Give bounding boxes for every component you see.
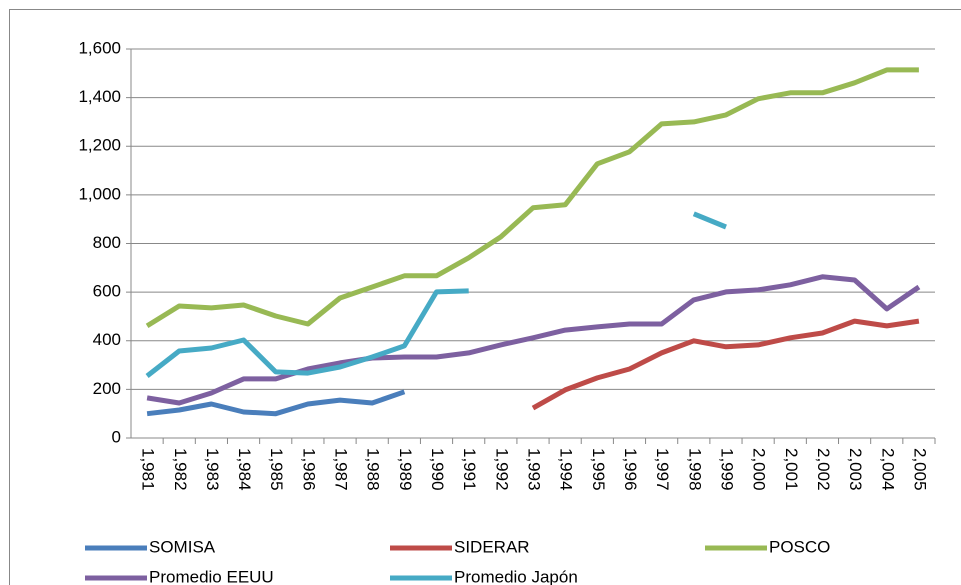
y-tick-label: 1,200 [78, 136, 121, 155]
x-tick-label: 1,988 [364, 448, 383, 491]
legend-label: Promedio Japón [454, 567, 578, 585]
x-tick-label: 2,001 [782, 448, 801, 491]
x-tick-label: 1,981 [139, 448, 158, 491]
series-line [146, 274, 921, 406]
x-tick-label: 2,004 [878, 448, 897, 491]
x-tick-label: 1,984 [235, 448, 254, 491]
y-tick-label: 1,600 [78, 38, 121, 57]
series-line [145, 211, 727, 378]
y-tick-label: 200 [93, 379, 121, 398]
x-tick-label: 1,989 [396, 448, 415, 491]
series-line [146, 389, 406, 417]
x-tick-label: 1,990 [428, 448, 447, 491]
x-tick-label: 1,999 [717, 448, 736, 491]
x-tick-label: 2,003 [846, 448, 865, 491]
series-line [531, 318, 920, 411]
y-tick-label: 600 [93, 282, 121, 301]
x-tick-label: 2,000 [750, 448, 769, 491]
legend-label: SIDERAR [454, 537, 530, 556]
x-tick-label: 1,997 [653, 448, 672, 491]
x-tick-label: 1,991 [460, 448, 479, 491]
chart-border [9, 9, 961, 585]
x-tick-label: 1,987 [332, 448, 351, 491]
y-tick-label: 1,000 [78, 184, 121, 203]
y-tick-label: 0 [112, 427, 121, 446]
series-line [145, 67, 919, 329]
x-tick-label: 1,998 [685, 448, 704, 491]
legend-label: Promedio EEUU [149, 567, 274, 585]
y-tick-label: 800 [93, 233, 121, 252]
x-tick-label: 1,986 [299, 448, 318, 491]
x-tick-label: 2,005 [910, 448, 929, 491]
y-tick-label: 1,400 [78, 87, 121, 106]
x-tick-label: 1,985 [267, 448, 286, 491]
x-tick-label: 1,983 [203, 448, 222, 491]
legend-label: SOMISA [149, 537, 216, 556]
x-tick-label: 1,994 [557, 448, 576, 491]
x-tick-label: 2,002 [814, 448, 833, 491]
x-tick-label: 1,996 [621, 448, 640, 491]
x-tick-label: 1,992 [492, 448, 511, 491]
legend-label: POSCO [769, 537, 830, 556]
x-tick-label: 1,993 [525, 448, 544, 491]
x-tick-label: 1,995 [589, 448, 608, 491]
x-tick-label: 1,982 [171, 448, 190, 491]
y-tick-label: 400 [93, 330, 121, 349]
